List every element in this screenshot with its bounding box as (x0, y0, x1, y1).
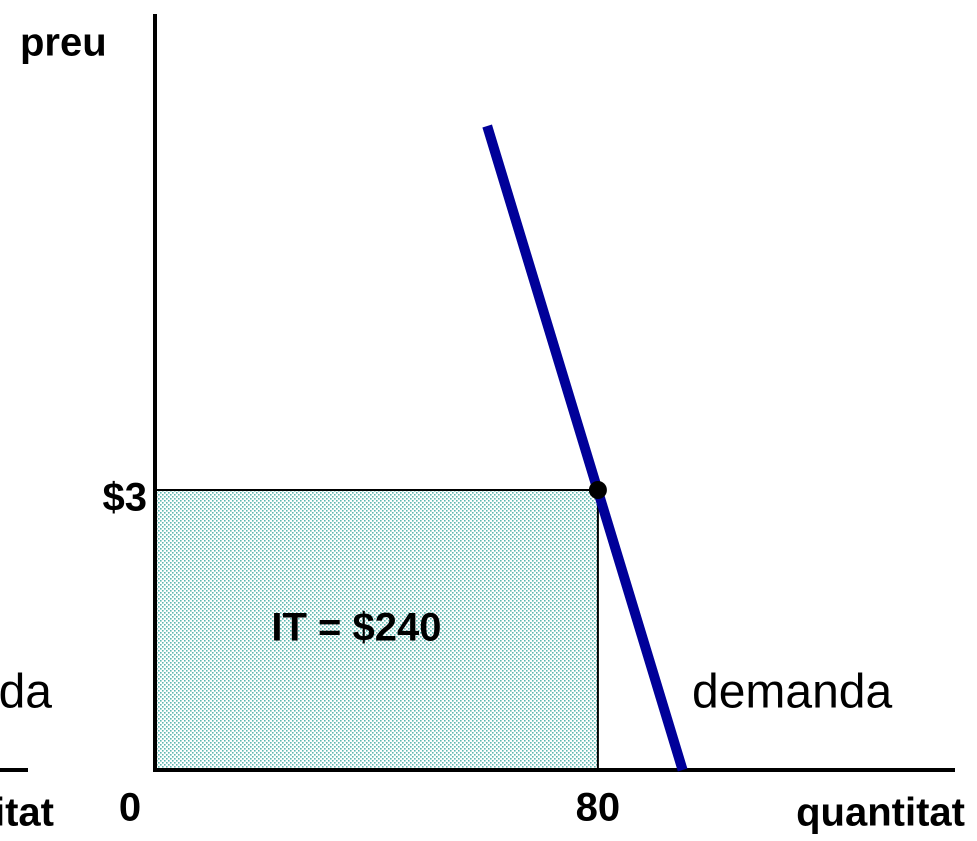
x-axis-label: quantitat (796, 791, 965, 835)
demand-line (482, 124, 688, 772)
y-axis-label: preu (20, 21, 107, 65)
area-label: IT = $240 (271, 606, 441, 650)
point (588, 481, 607, 499)
x-tick-label: 0 (119, 786, 141, 830)
x-tick-label: 80 (576, 786, 621, 830)
fragment-text: itat (0, 791, 54, 835)
y-tick-label: $3 (103, 476, 148, 520)
series-label: demanda (692, 666, 892, 719)
fragment-text: da (0, 666, 52, 719)
revenue-area (155, 490, 598, 770)
